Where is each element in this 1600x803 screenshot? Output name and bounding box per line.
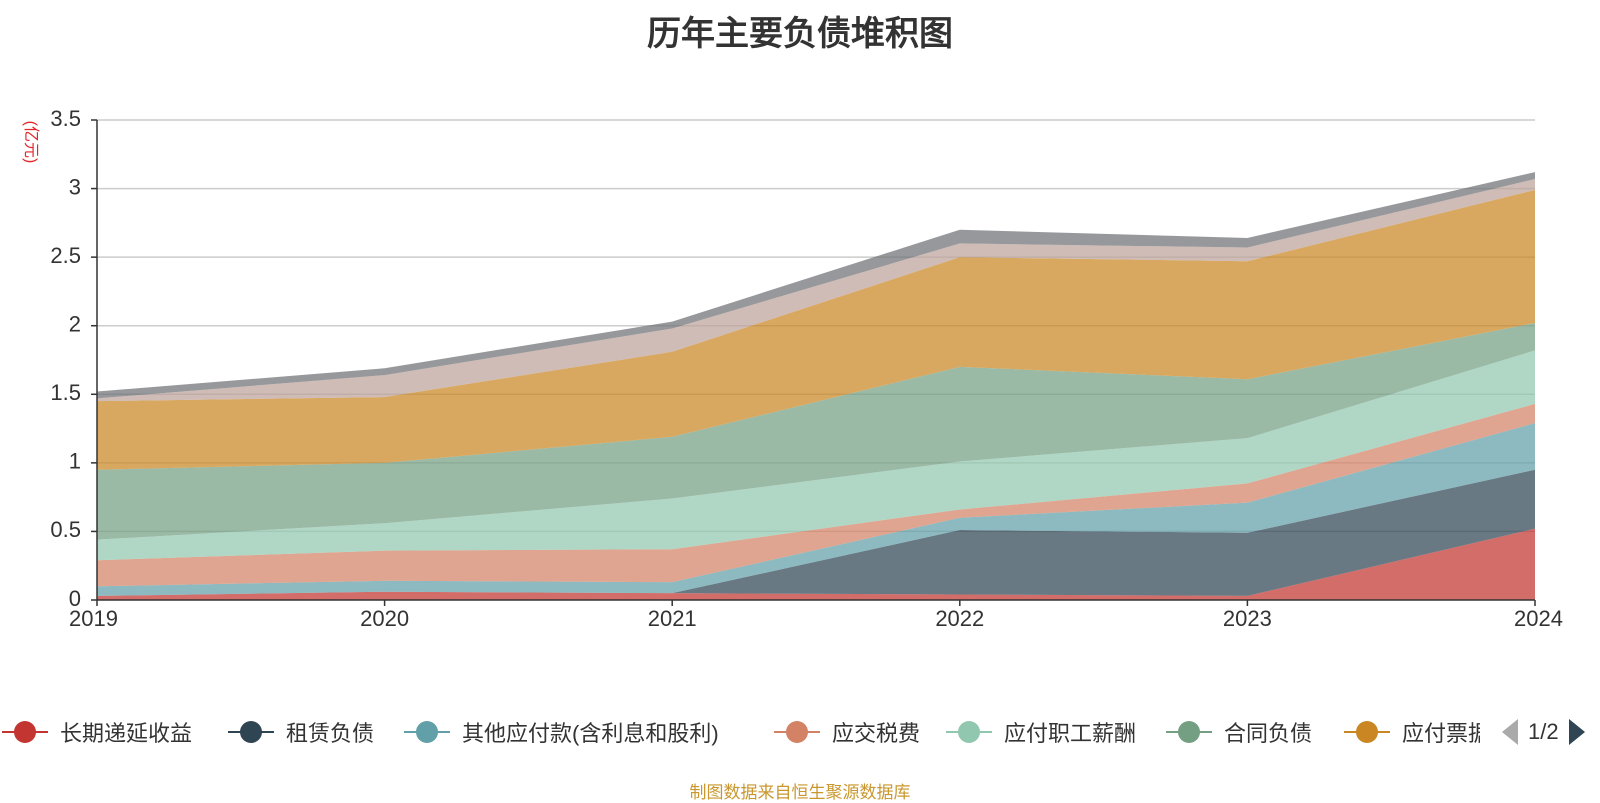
legend-label: 应交税费 — [832, 721, 921, 746]
area-series-7 — [97, 178, 1535, 402]
x-tick-label: 2019 — [69, 606, 118, 631]
y-tick-label: 1 — [69, 449, 81, 474]
y-tick-label: 1.5 — [50, 380, 81, 405]
y-tick-label: 2.5 — [50, 243, 81, 268]
legend-label: 应付票据 — [1402, 721, 1480, 746]
legend-pager: 1/2 — [1500, 712, 1600, 752]
legend-marker-icon — [1344, 721, 1390, 743]
legend-label: 合同负债 — [1224, 721, 1313, 746]
legend-item[interactable]: 应付职工薪酬 — [944, 712, 1136, 752]
stacked-area-chart: 0 0.5 1 1.5 2 2.5 3 3.5 2019 2020 2021 2022 2023 2024… — [22, 106, 1563, 631]
area-series-8 — [97, 172, 1535, 399]
legend-page-indicator: 1/2 — [1528, 719, 1559, 744]
y-tick-label: 0.5 — [50, 517, 81, 542]
legend-item[interactable]: 长期递延收益 — [0, 712, 192, 752]
area-series-3 — [97, 403, 1535, 587]
x-tick-label: 2022 — [935, 606, 984, 631]
legend-marker-icon — [228, 721, 274, 743]
x-tick-label: 2024 — [1514, 606, 1563, 631]
area-series-5 — [97, 322, 1535, 540]
x-tick-label: 2021 — [648, 606, 697, 631]
legend-marker-icon — [404, 721, 450, 743]
area-series-0 — [97, 528, 1535, 600]
legend-item[interactable]: 其他应付款(含利息和股利) — [402, 712, 719, 752]
legend-marker-icon — [774, 721, 820, 743]
y-tick-label: 0 — [69, 586, 81, 611]
legend-label: 长期递延收益 — [60, 721, 193, 746]
legend-marker-icon — [946, 721, 992, 743]
x-tick-label: 2023 — [1223, 606, 1272, 631]
legend-item[interactable]: 应付票据 — [1342, 712, 1480, 752]
legend-item[interactable]: 合同负债 — [1164, 712, 1312, 752]
legend-marker-icon — [1166, 721, 1212, 743]
legend-label: 其他应付款(含利息和股利) — [462, 721, 719, 746]
y-tick-label: 2 — [69, 312, 81, 337]
x-tick-label: 2020 — [360, 606, 409, 631]
area-series-1 — [97, 469, 1535, 596]
axis-layer: 0 0.5 1 1.5 2 2.5 3 3.5 2019 2020 2021 2022 2023 2024 — [50, 106, 1563, 631]
chart-title: 历年主要负债堆积图 — [647, 15, 953, 53]
area-series-6 — [97, 189, 1535, 470]
y-tick-label: 3.5 — [50, 106, 81, 131]
legend-item[interactable]: 租赁负债 — [226, 712, 374, 752]
legend-item[interactable]: 应交税费 — [772, 712, 920, 752]
legend-label: 租赁负债 — [286, 721, 375, 746]
y-axis-unit-label: (亿元) — [22, 121, 40, 164]
data-source-note: 制图数据来自恒生聚源数据库 — [689, 783, 911, 802]
area-series-2 — [97, 423, 1535, 596]
y-tick-label: 3 — [69, 174, 81, 199]
legend-marker-icon — [2, 721, 48, 743]
legend: 长期递延收益 租赁负债 其他应付款(含利息和股利) 应交税费 应付职工薪酬 合同负债 应付票… — [0, 712, 1480, 752]
legend-prev-icon[interactable] — [1500, 717, 1520, 747]
legend-label: 应付职工薪酬 — [1004, 721, 1137, 746]
area-series-4 — [97, 350, 1535, 561]
legend-next-icon[interactable] — [1567, 717, 1587, 747]
area-layer — [97, 172, 1535, 600]
